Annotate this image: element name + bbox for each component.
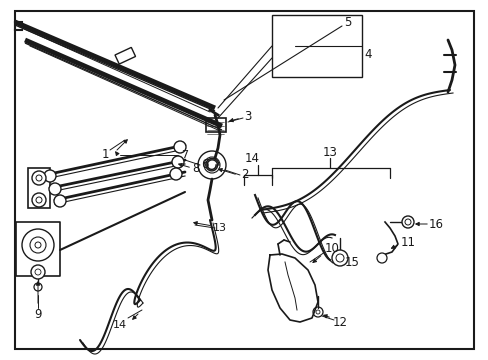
Circle shape: [174, 141, 185, 153]
Text: 16: 16: [427, 217, 443, 230]
Bar: [16, 222, 60, 276]
Circle shape: [22, 229, 54, 261]
Text: 13: 13: [213, 223, 226, 233]
Circle shape: [401, 216, 413, 228]
Circle shape: [376, 253, 386, 263]
Circle shape: [172, 156, 183, 168]
Text: 8: 8: [192, 162, 199, 175]
Circle shape: [31, 265, 45, 279]
Bar: [115, 48, 135, 64]
Text: 15: 15: [344, 256, 359, 269]
Text: 14: 14: [113, 320, 127, 330]
Text: 5: 5: [344, 15, 351, 28]
Text: 6: 6: [201, 158, 208, 171]
Text: 14: 14: [244, 152, 259, 165]
Text: 2: 2: [241, 168, 248, 181]
Text: 11: 11: [400, 235, 415, 248]
Text: 12: 12: [332, 315, 347, 328]
Text: 3: 3: [244, 109, 251, 122]
Bar: [205, 118, 225, 132]
Circle shape: [54, 195, 66, 207]
Text: 9: 9: [34, 309, 41, 321]
Bar: [28, 168, 50, 208]
Text: 10: 10: [324, 242, 339, 255]
Text: 1: 1: [101, 148, 108, 162]
Circle shape: [32, 193, 46, 207]
Circle shape: [331, 250, 347, 266]
Circle shape: [32, 171, 46, 185]
Circle shape: [44, 170, 56, 182]
Text: 4: 4: [364, 49, 371, 62]
Bar: [271, 15, 361, 77]
Circle shape: [170, 168, 182, 180]
Text: 7: 7: [181, 150, 188, 160]
Circle shape: [49, 183, 61, 195]
Text: 13: 13: [322, 147, 337, 159]
